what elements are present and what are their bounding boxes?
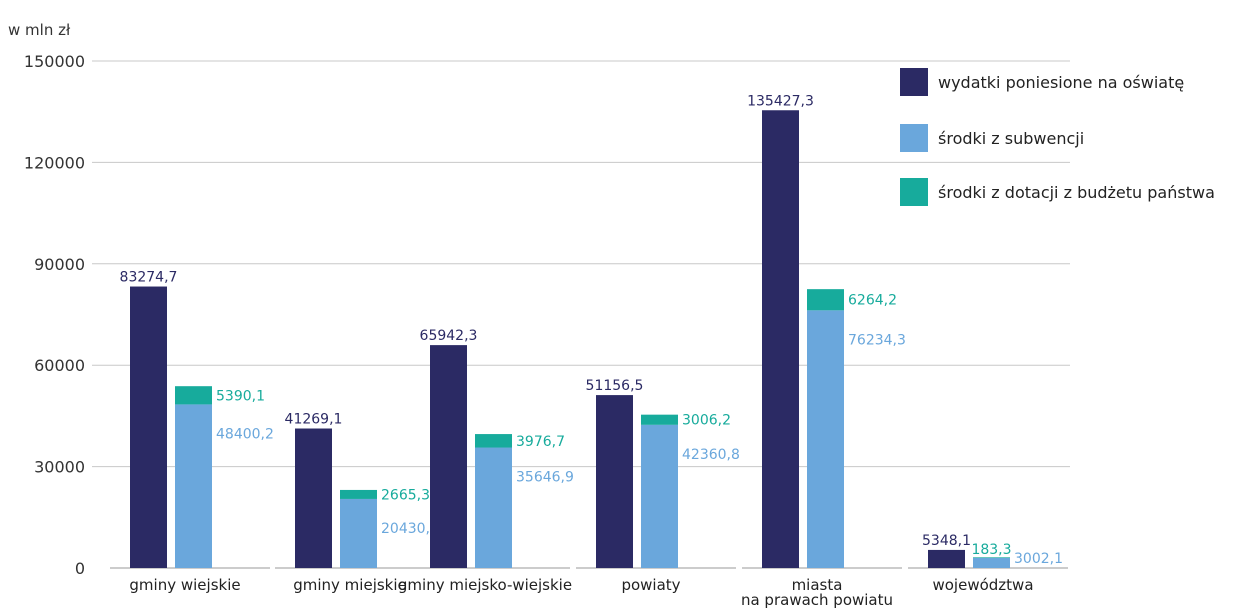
data-label-dotacje: 5390,1 xyxy=(216,388,265,404)
data-label-wydatki: 41269,1 xyxy=(285,412,343,428)
data-label-subwencje: 3002,1 xyxy=(1014,551,1063,567)
data-label-dotacje: 183,3 xyxy=(971,542,1011,558)
category-label: gminy miejskie xyxy=(293,576,407,594)
bar-wydatki xyxy=(762,110,799,568)
data-label-subwencje: 76234,3 xyxy=(848,332,906,348)
y-tick-label: 150000 xyxy=(24,52,85,71)
data-label-subwencje: 42360,8 xyxy=(682,447,740,463)
bar-subwencje xyxy=(973,557,1010,568)
y-axis: 0 30000 60000 90000 120000 150000 xyxy=(24,52,85,578)
y-tick-label: 120000 xyxy=(24,153,85,172)
data-label-dotacje: 6264,2 xyxy=(848,293,897,309)
legend-label: środki z subwencji xyxy=(938,129,1084,148)
bar-subwencje xyxy=(807,310,844,568)
bar-dotacje xyxy=(475,434,512,448)
y-tick-label: 0 xyxy=(75,559,85,578)
category-label: gminy miejsko-wiejskie xyxy=(398,576,572,594)
data-label-subwencje: 35646,9 xyxy=(516,470,574,486)
data-label-dotacje: 3006,2 xyxy=(682,413,731,429)
bar-wydatki xyxy=(596,395,633,568)
bar-subwencje xyxy=(175,404,212,568)
data-label-wydatki: 83274,7 xyxy=(120,270,178,286)
bar-dotacje xyxy=(973,557,1010,558)
data-label-dotacje: 3976,7 xyxy=(516,434,565,450)
bar-wydatki xyxy=(295,428,332,568)
legend-label: środki z dotacji z budżetu państwa xyxy=(938,183,1215,202)
bars: 83274,7 5390,1 48400,2 41269,1 2665,3 20430,1… xyxy=(120,93,1063,568)
data-label-subwencje: 48400,2 xyxy=(216,426,274,442)
category-label: na prawach powiatu xyxy=(741,591,893,609)
y-tick-label: 90000 xyxy=(34,255,85,274)
data-label-dotacje: 2665,3 xyxy=(381,487,430,503)
legend-label: wydatki poniesione na oświatę xyxy=(938,73,1184,92)
bar-dotacje xyxy=(175,386,212,405)
bar-wydatki xyxy=(130,286,167,568)
data-label-subwencje: 20430,1 xyxy=(381,521,439,537)
bar-subwencje xyxy=(641,424,678,568)
y-tick-label: 30000 xyxy=(34,458,85,477)
bar-dotacje xyxy=(340,489,377,499)
data-label-wydatki: 51156,5 xyxy=(586,378,644,394)
category-label: miasta xyxy=(792,576,843,594)
data-label-wydatki: 135427,3 xyxy=(747,93,814,109)
bar-subwencje xyxy=(340,498,377,568)
legend: wydatki poniesione na oświatę środki z su… xyxy=(900,68,1215,206)
bar-dotacje xyxy=(807,289,844,311)
legend-swatch xyxy=(900,124,928,152)
bar-subwencje xyxy=(475,447,512,568)
category-label: gminy wiejskie xyxy=(129,576,240,594)
category-label: województwa xyxy=(932,576,1033,594)
unit-label: w mln zł xyxy=(8,21,71,39)
bar-wydatki xyxy=(928,549,965,568)
y-tick-label: 60000 xyxy=(34,356,85,375)
data-label-wydatki: 5348,1 xyxy=(922,533,971,549)
legend-swatch xyxy=(900,178,928,206)
category-label: powiaty xyxy=(621,576,680,594)
bar-wydatki xyxy=(430,345,467,568)
data-label-wydatki: 65942,3 xyxy=(420,328,478,344)
bar-dotacje xyxy=(641,414,678,425)
legend-swatch xyxy=(900,68,928,96)
